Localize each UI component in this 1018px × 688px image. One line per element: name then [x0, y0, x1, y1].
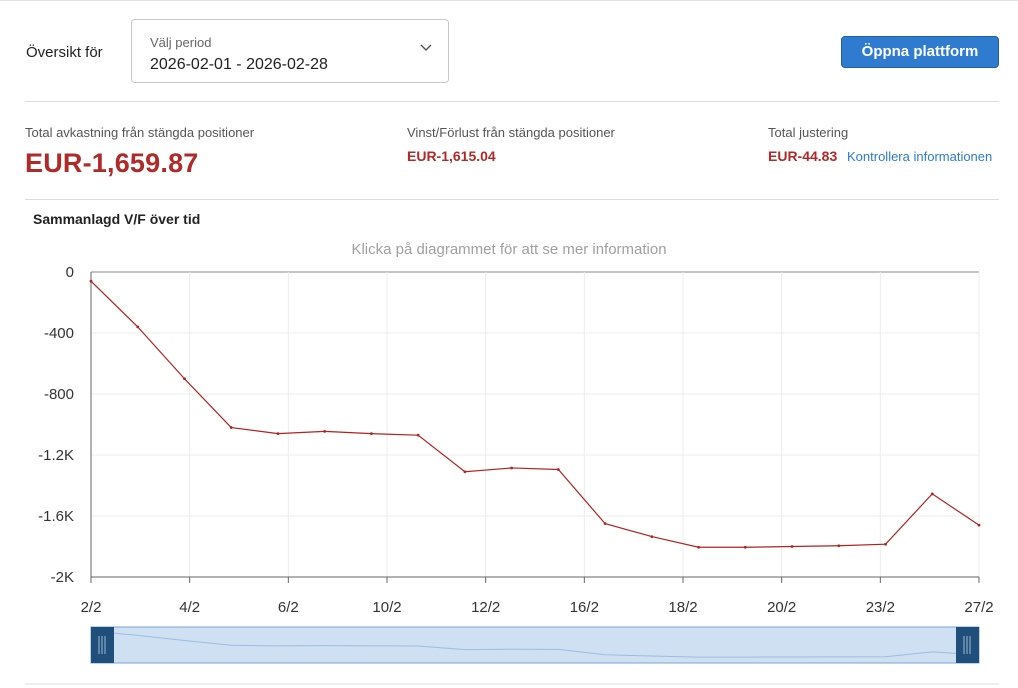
data-point: [229, 426, 233, 429]
data-point: [650, 535, 654, 538]
open-platform-button[interactable]: Öppna plattform: [841, 36, 999, 68]
y-tick-label: -1.2K: [38, 447, 74, 464]
y-tick-label: -2K: [51, 569, 74, 586]
x-tick-label: 12/2: [471, 599, 500, 616]
x-tick-label: 2/2: [81, 599, 102, 616]
x-tick-label: 18/2: [668, 599, 697, 616]
x-tick-label: 10/2: [372, 599, 401, 616]
chevron-down-icon: [420, 44, 432, 51]
check-info-link[interactable]: Kontrollera informationen: [847, 149, 993, 164]
pnl-line-chart[interactable]: 0 -400 -800 -1.2K -1.6K -2K 2/2 4/2 6/2 10/2 12/2 1…: [0, 260, 1018, 688]
pnl-value: EUR-1,615.04: [407, 148, 496, 164]
data-point: [556, 468, 560, 471]
stats-divider: [25, 199, 999, 200]
data-point: [370, 432, 373, 436]
pnl-label: Vinst/Förlust från stängda positioner: [407, 125, 615, 140]
period-select[interactable]: Välj period 2026-02-01 - 2026-02-28: [131, 19, 449, 83]
data-point: [603, 522, 607, 526]
x-tick-label: 23/2: [866, 599, 895, 616]
overview-label: Översikt för: [26, 44, 103, 61]
data-point: [183, 377, 186, 381]
total-return-value: EUR-1,659.87: [25, 148, 199, 178]
data-point: [510, 466, 514, 470]
data-point: [323, 429, 327, 433]
range-slider-preview: [90, 630, 980, 658]
chart-hint: Klicka på diagrammet för att se mer info…: [351, 241, 667, 258]
series-line: [90, 280, 980, 548]
data-point: [276, 432, 280, 436]
data-point: [884, 542, 887, 546]
x-tick-label: 20/2: [767, 599, 796, 616]
period-select-value: 2026-02-01 - 2026-02-28: [150, 56, 328, 73]
data-point: [743, 545, 747, 549]
y-tick-label: -1.6K: [38, 508, 74, 525]
data-point: [136, 325, 140, 329]
header-divider: [25, 101, 999, 102]
data-point: [977, 523, 981, 527]
data-point: [416, 433, 420, 437]
y-tick-label: -400: [44, 325, 74, 342]
y-tick-label: 0: [66, 264, 74, 281]
adjustment-value: EUR-44.83: [768, 148, 838, 164]
data-point: [837, 544, 841, 548]
x-tick-label: 27/2: [964, 599, 993, 616]
chart-title: Sammanlagd V/F över tid: [33, 211, 201, 227]
data-point: [89, 279, 93, 283]
x-tick-label: 16/2: [570, 599, 599, 616]
x-tick-label: 6/2: [278, 599, 299, 616]
y-tick-label: -800: [44, 386, 74, 403]
data-point: [463, 470, 467, 474]
period-select-label: Välj period: [150, 35, 212, 50]
data-point: [930, 492, 934, 496]
total-return-label: Total avkastning från stängda positioner: [25, 125, 255, 140]
data-point: [697, 545, 700, 549]
x-tick-label: 4/2: [179, 599, 200, 616]
data-point: [790, 545, 794, 548]
adjustment-label: Total justering: [768, 125, 849, 140]
top-border: [0, 0, 1018, 1]
